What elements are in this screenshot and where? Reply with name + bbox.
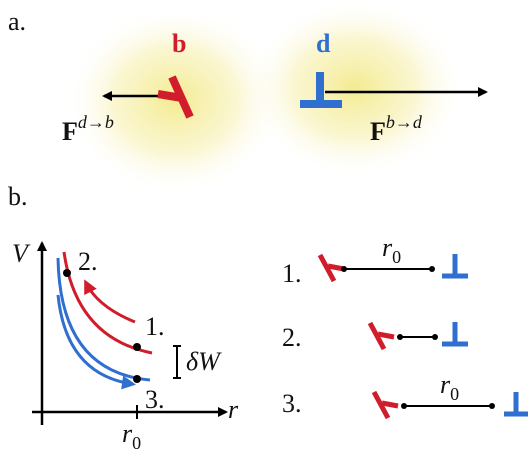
dislocation-d [504, 392, 528, 414]
distance-subscript: 0 [392, 247, 401, 267]
energy-label: δW [186, 347, 222, 376]
dislocation-label: d [316, 29, 331, 58]
endpoint [489, 403, 495, 409]
dislocation-label: b [172, 29, 186, 58]
dislocation-d [442, 322, 468, 344]
distance-label: r0 [440, 370, 459, 404]
point-label: 1. [145, 312, 165, 341]
point-label: 2. [78, 247, 98, 276]
point-label: 3. [145, 385, 165, 414]
point [63, 269, 71, 277]
force-symbol: F [370, 117, 386, 146]
endpoint [397, 334, 403, 340]
dislocation-b [370, 323, 394, 349]
x-tick-label: r0 [122, 419, 141, 453]
x-axis-label: r [228, 395, 239, 424]
dislocation-b [320, 255, 344, 281]
point [133, 343, 141, 351]
config-label: 2. [282, 323, 302, 352]
dislocation-d [442, 254, 468, 276]
tick-subscript: 0 [132, 433, 141, 453]
curve-arrow [86, 283, 135, 322]
endpoint [401, 403, 407, 409]
endpoint [429, 266, 435, 272]
y-axis-label: V [12, 239, 31, 268]
dislocation-b [374, 392, 398, 418]
glow [245, 0, 465, 178]
distance-subscript: 0 [450, 384, 459, 404]
config-label: 3. [282, 389, 302, 418]
energy-bracket [173, 346, 181, 378]
force-superscript: d→b [78, 112, 114, 132]
force-superscript: b→d [386, 112, 423, 132]
endpoint [341, 266, 347, 272]
force-symbol: F [62, 117, 78, 146]
panel-label: a. [8, 7, 26, 36]
point [133, 375, 141, 383]
curve-arrow [58, 295, 132, 384]
figure: a. b d Fd→b Fb→d b. V r r0 1. 2. 3. δW 1… [0, 0, 530, 453]
endpoint [432, 334, 438, 340]
panel-label: b. [8, 182, 28, 211]
curve [58, 258, 150, 380]
config-label: 1. [282, 259, 302, 288]
distance-label: r0 [382, 233, 401, 267]
